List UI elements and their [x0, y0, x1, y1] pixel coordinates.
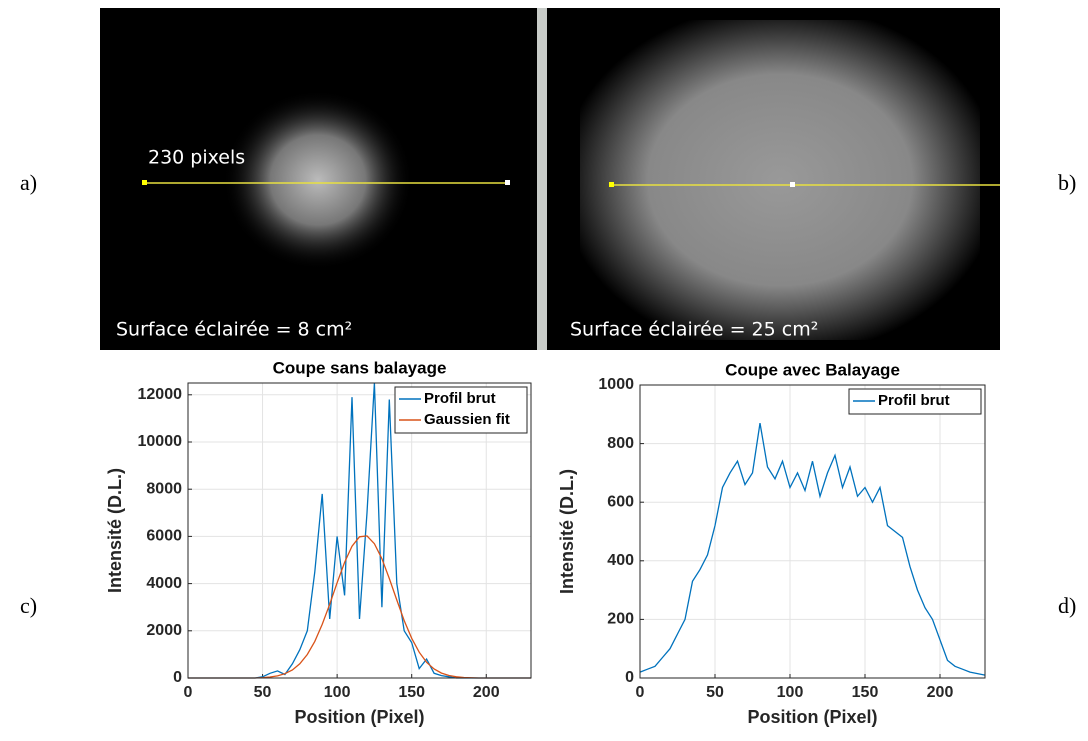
y-tick-label: 0 — [173, 669, 182, 686]
y-tick-label: 800 — [607, 435, 634, 452]
handle — [790, 182, 795, 187]
y-tick-label: 10000 — [138, 433, 183, 450]
x-tick-label: 50 — [254, 684, 272, 701]
axes-box — [639, 384, 986, 679]
y-axis-label: Intensité (D.L.) — [557, 469, 577, 594]
x-tick-label: 150 — [398, 684, 425, 701]
x-axis-label: Position (Pixel) — [747, 707, 877, 727]
x-axis-label: Position (Pixel) — [294, 707, 424, 727]
divider — [537, 8, 547, 350]
legend-label: Profil brut — [878, 392, 950, 409]
chart-title: Coupe avec Balayage — [725, 360, 900, 379]
handle — [142, 180, 147, 185]
plot-area — [640, 385, 985, 678]
legend-box — [394, 386, 528, 434]
y-tick-label: 8000 — [146, 480, 182, 497]
y-tick-label: 2000 — [146, 622, 182, 639]
x-tick-label: 0 — [636, 684, 645, 701]
panel-label: b) — [1058, 170, 1076, 195]
handle — [505, 180, 510, 185]
x-tick-label: 100 — [324, 684, 351, 701]
handle — [609, 182, 614, 187]
y-tick-label: 4000 — [146, 575, 182, 592]
data-line — [639, 422, 986, 676]
speckle-spot — [223, 90, 413, 270]
caption: Surface éclairée = 25 cm² — [570, 319, 818, 341]
y-tick-label: 0 — [625, 669, 634, 686]
x-tick-label: 50 — [706, 684, 724, 701]
x-tick-label: 0 — [184, 684, 193, 701]
panel-label: a) — [20, 170, 37, 195]
legend-label: Gaussien fit — [424, 411, 510, 428]
y-tick-label: 6000 — [146, 528, 182, 545]
y-tick-label: 1000 — [598, 376, 634, 393]
axes-box — [187, 382, 532, 679]
caption: Surface éclairée = 8 cm² — [116, 319, 352, 341]
panel-label: d) — [1058, 593, 1076, 618]
chart-title: Coupe sans balayage — [273, 358, 447, 377]
y-tick-label: 400 — [607, 552, 634, 569]
y-tick-label: 200 — [607, 611, 634, 628]
legend-label: Profil brut — [424, 390, 496, 407]
x-tick-label: 200 — [927, 684, 954, 701]
handle — [1000, 182, 1005, 187]
y-axis-label: Intensité (D.L.) — [105, 468, 125, 593]
x-tick-label: 200 — [473, 684, 500, 701]
x-tick-label: 150 — [852, 684, 879, 701]
y-tick-label: 12000 — [138, 386, 183, 403]
x-tick-label: 100 — [777, 684, 804, 701]
panel-label: c) — [20, 593, 37, 618]
annotation: 230 pixels — [148, 147, 245, 169]
speckle-area — [580, 20, 980, 340]
y-tick-label: 600 — [607, 493, 634, 510]
